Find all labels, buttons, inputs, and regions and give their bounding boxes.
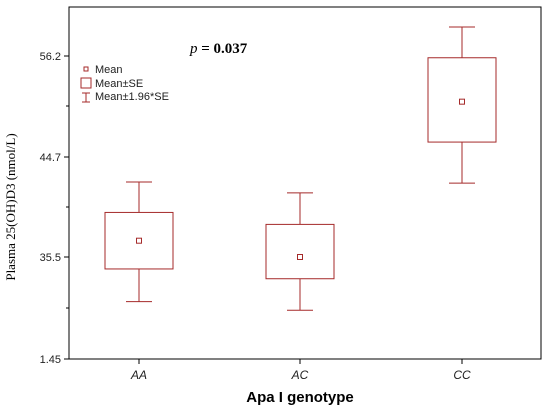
x-tick-label: AA	[130, 368, 147, 382]
plot-frame	[68, 6, 542, 360]
x-tick-label: CC	[453, 368, 471, 382]
mean-marker	[136, 237, 142, 244]
legend-mean-marker	[83, 66, 89, 72]
box-group-cc	[427, 26, 497, 184]
box-group-ac	[265, 192, 335, 311]
legend-mean-label: Mean	[95, 64, 123, 76]
se-box	[427, 57, 497, 143]
y-tick-label: 44.7	[40, 152, 61, 164]
se-box	[104, 211, 174, 270]
legend: Mean Mean±SE Mean±1.96*SE	[80, 64, 169, 103]
p-value-text: = 0.037	[198, 41, 248, 57]
y-axis-title: Plasma 25(OH)D3 (nmol/L)	[3, 133, 18, 280]
legend-se-marker	[80, 77, 92, 89]
p-value-symbol: p	[189, 41, 198, 57]
mean-marker	[459, 98, 465, 105]
y-tick-label: 56.2	[40, 51, 61, 63]
legend-ci-marker	[82, 92, 90, 103]
x-axis-title: Apa I genotype	[246, 389, 354, 406]
legend-se-label: Mean±SE	[95, 78, 143, 90]
y-tick-label: 1.45	[40, 354, 61, 366]
legend-ci-label: Mean±1.96*SE	[95, 91, 169, 103]
x-tick-label: AC	[291, 368, 309, 382]
p-value-annotation: p = 0.037	[189, 41, 248, 57]
y-tick-label: 35.5	[40, 252, 61, 264]
mean-marker	[297, 254, 303, 260]
se-box	[265, 223, 335, 280]
box-group-aa	[104, 181, 174, 303]
